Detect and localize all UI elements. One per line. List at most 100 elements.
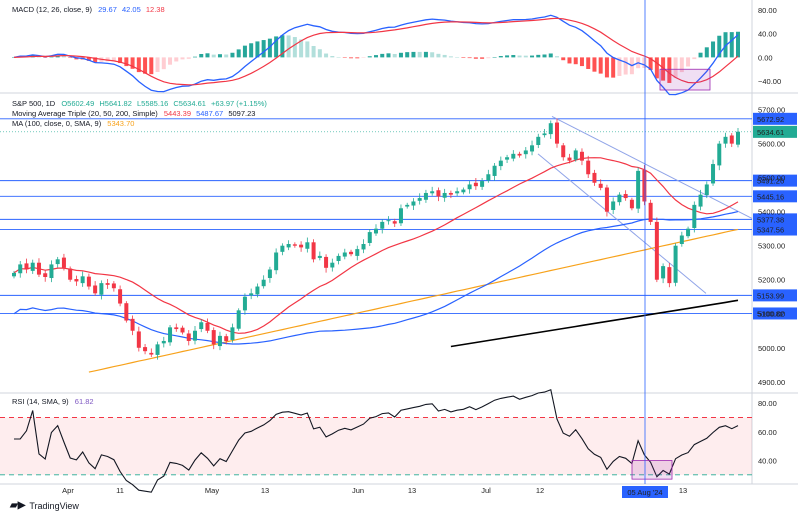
- candle-body: [392, 221, 397, 224]
- macd-histogram-bar: [623, 57, 628, 75]
- candle-body: [74, 279, 79, 282]
- candle-body: [330, 262, 335, 268]
- macd-histogram-bar: [242, 45, 247, 58]
- level-tag: [753, 289, 797, 302]
- macd-histogram-bar: [492, 57, 497, 58]
- macd-line: [13, 14, 739, 96]
- candle-body: [367, 232, 372, 243]
- price-axis-label: 5700.00: [758, 106, 785, 115]
- level-tag: [753, 223, 797, 236]
- macd-histogram-bar: [217, 54, 222, 58]
- rsi-axis-label: 60.00: [758, 428, 777, 437]
- macd-histogram-bar: [342, 57, 347, 58]
- macd-histogram-bar: [249, 43, 254, 58]
- candle-body: [411, 201, 416, 206]
- candle-body: [530, 145, 535, 152]
- candle-body: [661, 266, 666, 279]
- macd-title: MACD (12, 26, close, 9): [12, 5, 93, 14]
- candle-body: [430, 191, 435, 194]
- time-highlight-label: 05 Aug '24: [627, 488, 662, 497]
- candle-body: [18, 264, 23, 274]
- macd-axis-label: −40.00: [758, 77, 781, 86]
- macd-value-1: 29.67: [98, 5, 117, 14]
- macd-histogram-bar: [617, 57, 622, 76]
- level-tag-label: 5672.92: [757, 115, 784, 124]
- tradingview-logo[interactable]: ▰▶ TradingView: [10, 500, 79, 511]
- macd-histogram-bar: [311, 45, 316, 58]
- macd-histogram-bar: [105, 57, 110, 62]
- svg-text:MA (100, close, 0, SMA, 9): MA (100, close, 0, SMA, 9) 5343.70: [12, 119, 134, 128]
- tradingview-mark-icon: ▰▶: [10, 500, 26, 511]
- macd-histogram-bar: [648, 57, 653, 71]
- candle-body: [461, 189, 466, 193]
- ma100-label: MA (100, close, 0, SMA, 9): [12, 119, 102, 128]
- macd-histogram-bar: [480, 57, 485, 59]
- macd-histogram-bar: [299, 39, 304, 58]
- macd-histogram-bar: [86, 57, 91, 61]
- candle-body: [555, 122, 559, 144]
- rsi-value: 61.82: [75, 397, 94, 406]
- candle-body: [467, 184, 472, 190]
- trendline-lower: [537, 153, 707, 294]
- candle-body: [598, 183, 603, 188]
- ma50-line: [13, 211, 739, 345]
- macd-histogram-bar: [548, 53, 553, 58]
- macd-histogram-bar: [717, 35, 722, 58]
- candle-body: [561, 145, 566, 158]
- macd-histogram-bar: [49, 56, 54, 58]
- candle-body: [311, 242, 316, 260]
- macd-histogram-bar: [330, 56, 335, 58]
- candle-body: [498, 160, 503, 167]
- candle-body: [342, 252, 347, 257]
- macd-histogram-bar: [467, 57, 472, 59]
- macd-histogram-bar: [679, 57, 684, 73]
- candle-body: [68, 268, 73, 280]
- candle-body: [398, 208, 403, 224]
- macd-histogram-bar: [336, 57, 341, 58]
- level-tag: [753, 174, 797, 187]
- ma100-line: [88, 228, 739, 373]
- ohlc-high: H5641.82: [99, 99, 132, 108]
- macd-histogram-bar: [536, 54, 541, 58]
- level-tag-label: 5491.26: [757, 177, 784, 186]
- ohlc-low: L5585.16: [137, 99, 168, 108]
- macd-histogram-bar: [12, 57, 16, 58]
- rsi-panel: [14, 388, 739, 493]
- candle-body: [43, 273, 48, 278]
- macd-histogram-bar: [367, 56, 372, 58]
- macd-histogram-bar: [161, 57, 166, 70]
- candle-body: [118, 289, 123, 304]
- candle-body: [511, 153, 516, 159]
- macd-histogram-bar: [598, 57, 603, 74]
- candle-body: [592, 172, 597, 183]
- price-axes: 80.00 40.00 0.00 −40.00 5700.00 5600.00 5500.0…: [758, 6, 785, 466]
- macd-histogram-bar: [567, 57, 572, 64]
- candle-body: [55, 259, 60, 265]
- price-tag-current: [753, 125, 797, 138]
- macd-histogram-bar: [205, 53, 210, 58]
- level-tag-label: 5100.82: [757, 309, 784, 318]
- candle-body: [305, 242, 310, 249]
- candle-body: [629, 199, 634, 209]
- candle-body: [143, 347, 148, 352]
- macd-histogram-bar: [448, 56, 453, 58]
- rsi-band-fill: [0, 417, 752, 475]
- candle-body: [49, 264, 54, 279]
- macd-histogram-bar: [586, 57, 591, 69]
- level-tag-label: 5634.61: [757, 128, 784, 137]
- macd-histogram-bar: [155, 57, 160, 72]
- macd-histogram-bar: [230, 52, 235, 58]
- time-highlight-tag: [622, 486, 668, 498]
- trend-lines: [537, 115, 753, 294]
- candle-body: [267, 269, 272, 279]
- candle-body: [579, 151, 584, 161]
- candle-body: [236, 310, 241, 329]
- candle-body: [654, 221, 659, 280]
- candle-body: [636, 170, 641, 209]
- candle-body: [261, 279, 266, 287]
- candle-body: [717, 143, 722, 166]
- macd-histogram-bar: [417, 51, 422, 58]
- candle-body: [648, 202, 653, 222]
- price-axis-label: 5400.00: [758, 208, 785, 217]
- time-axis-label: 13: [408, 486, 416, 495]
